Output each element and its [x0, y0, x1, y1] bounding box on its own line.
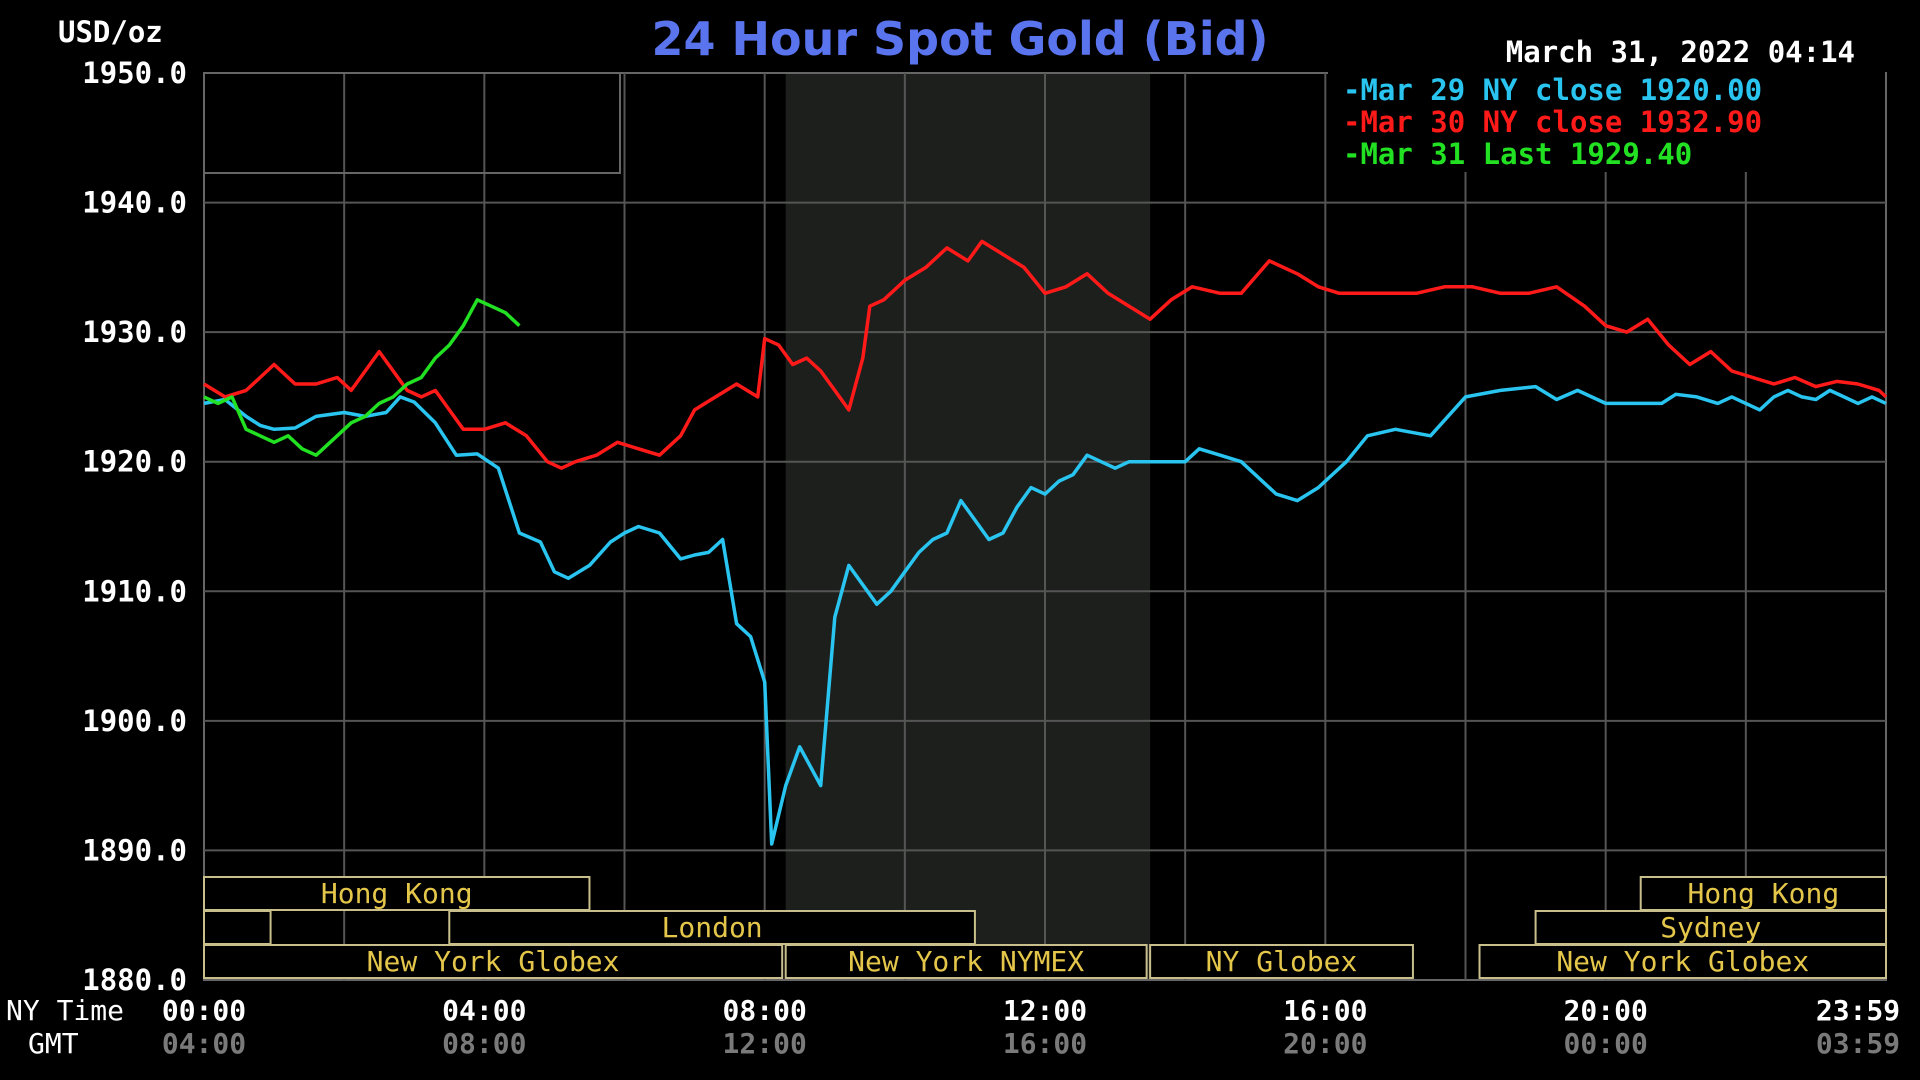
session-box [1478, 944, 1888, 979]
session-label: Sydney [1660, 911, 1761, 944]
chart-title: 24 Hour Spot Gold (Bid) [651, 12, 1268, 66]
session-box [1534, 910, 1888, 945]
y-tick-label: 1890.0 [82, 833, 187, 867]
session-label: New York Globex [1556, 945, 1809, 978]
x-tick-label-gmt: 16:00 [1003, 1027, 1087, 1060]
x-tick-label-gmt: 03:59 [1816, 1027, 1900, 1060]
x-tick-label-ny: 20:00 [1564, 994, 1648, 1027]
y-tick-label: 1940.0 [82, 186, 187, 220]
session-box [203, 876, 591, 911]
y-tick-label: 1930.0 [82, 315, 187, 349]
legend-background [1328, 72, 1885, 172]
series-line-2 [203, 239, 1888, 470]
session-label: London [662, 911, 763, 944]
y-tick-label: 1880.0 [82, 963, 187, 997]
session-box [784, 944, 1148, 979]
session-box [203, 910, 272, 945]
x-tick-label-ny: 23:59 [1816, 994, 1900, 1027]
session-label: New York Globex [367, 945, 620, 978]
y-tick-label: 1920.0 [82, 445, 187, 479]
y-axis-label: USD/oz [58, 15, 163, 49]
x-axis-label-ny: NY Time [6, 994, 124, 1027]
legend: -Mar 29 NY close 1920.00-Mar 30 NY close… [1343, 73, 1762, 171]
x-tick-label-ny: 08:00 [723, 994, 807, 1027]
x-tick-label-ny: 16:00 [1283, 994, 1367, 1027]
legend-entry: -Mar 30 NY close 1932.90 [1343, 105, 1762, 139]
session-box [1149, 944, 1414, 979]
price-series [203, 239, 1888, 846]
x-tick-label-gmt: 12:00 [723, 1027, 807, 1060]
timestamp: March 31, 2022 04:14 [1506, 35, 1855, 69]
x-axis-label-gmt: GMT [28, 1027, 79, 1060]
x-tick-label-ny: 12:00 [1003, 994, 1087, 1027]
x-tick-label-gmt: 04:00 [162, 1027, 246, 1060]
nymex-session-shading [785, 73, 1151, 980]
legend-entry: -Mar 31 Last 1929.40 [1343, 137, 1692, 171]
x-tick-label-ny: 04:00 [442, 994, 526, 1027]
session-label: Hong Kong [1687, 877, 1839, 910]
x-tick-label-gmt: 20:00 [1283, 1027, 1367, 1060]
y-axis-ticks: 1950.0 1940.0 1930.0 1920.0 1910.0 1900.0 1890… [82, 56, 187, 997]
series-line-3 [203, 298, 521, 457]
x-axis-ticks: 00:0004:0004:0008:0008:0012:0012:0016:00… [162, 994, 1900, 1060]
x-tick-label-ny: 00:00 [162, 994, 246, 1027]
session-label: NY Globex [1206, 945, 1358, 978]
grid-lines [204, 73, 1886, 980]
y-tick-label: 1910.0 [82, 574, 187, 608]
session-box [203, 944, 784, 979]
y-tick-label: 1950.0 [82, 56, 187, 90]
session-box [1639, 876, 1888, 911]
session-label: New York NYMEX [848, 945, 1084, 978]
x-tick-label-gmt: 08:00 [442, 1027, 526, 1060]
y-tick-label: 1900.0 [82, 704, 187, 738]
legend-entry: -Mar 29 NY close 1920.00 [1343, 73, 1762, 107]
empty-box [203, 72, 621, 174]
session-label: Hong Kong [321, 877, 473, 910]
series-line-1 [203, 384, 1887, 846]
x-tick-label-gmt: 00:00 [1564, 1027, 1648, 1060]
